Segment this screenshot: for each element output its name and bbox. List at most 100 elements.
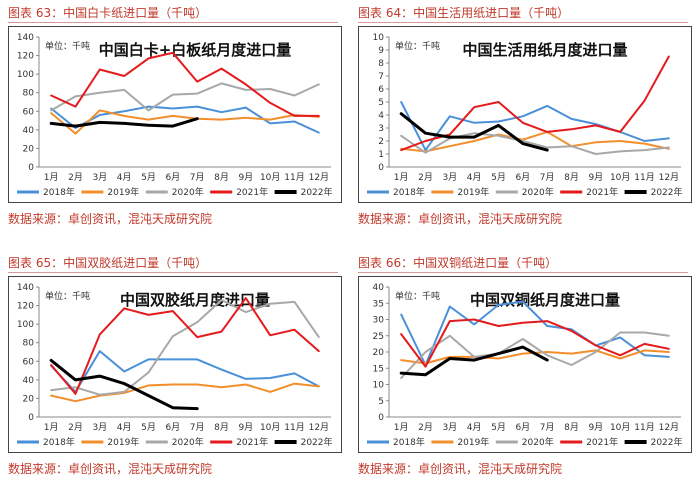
legend-label-2020: 2020年: [522, 186, 554, 198]
x-tick-label: 11月: [284, 422, 304, 433]
x-tick-label: 7月: [540, 172, 555, 183]
x-tick-label: 10月: [610, 172, 630, 183]
caption-divider: [358, 22, 688, 23]
y-tick-label: 40: [23, 376, 35, 386]
y-tick-label: 2: [378, 137, 384, 147]
series-line-2019: [50, 382, 320, 403]
legend-label-2021: 2021年: [586, 436, 618, 448]
y-tick-label: 3: [378, 124, 384, 134]
x-tick-label: 6月: [165, 422, 180, 433]
series-line-2019: [50, 109, 320, 135]
chart-frame: 0 5 10 15 20 25 30 35 40 1月 2月 3月 4月 5月 6月 7月 8月 9月 10月 11月…: [358, 276, 692, 453]
x-tick-label: 6月: [165, 172, 180, 183]
x-tick-label: 6月: [515, 422, 530, 433]
x-tick-label: 2月: [418, 422, 433, 433]
x-tick-label: 9月: [588, 422, 603, 433]
line-chart-woodfree: 0 20 40 60 80 100 120 140 1月 2月 3月 4月 5月 6月 7月 8月 9月 10月 1…: [17, 283, 333, 448]
y-tick-label: 5: [378, 397, 384, 407]
legend-label-2022: 2022年: [301, 436, 333, 448]
y-tick-label: 4: [378, 111, 384, 121]
y-tick-label: 0: [28, 413, 34, 423]
x-tick-label: 3月: [92, 422, 107, 433]
x-tick-label: 1月: [394, 422, 409, 433]
x-tick-label: 8月: [564, 422, 579, 433]
legend-label-2020: 2020年: [172, 186, 204, 198]
x-tick-label: 10月: [260, 172, 280, 183]
y-tick-label: 30: [373, 316, 385, 326]
y-tick-label: 80: [23, 339, 35, 349]
series-line-2022: [399, 345, 549, 377]
x-tick-label: 7月: [190, 422, 205, 433]
chart-caption: 图表 64：中国生活用纸进口量（千吨）: [358, 6, 570, 20]
chart-title: 中国白卡+白板纸月度进口量: [99, 41, 292, 59]
y-tick-label: 20: [23, 144, 35, 154]
x-tick-label: 3月: [92, 172, 107, 183]
y-tick-label: 80: [23, 89, 35, 99]
y-tick-label: 15: [373, 364, 384, 374]
y-tick-label: 10: [373, 33, 385, 43]
y-tick-label: 35: [373, 299, 384, 309]
x-tick-label: 11月: [634, 172, 654, 183]
chart-caption: 图表 66：中国双铜纸进口量（千吨）: [358, 256, 558, 270]
y-tick-label: 8: [378, 59, 384, 69]
x-tick-label: 9月: [238, 422, 253, 433]
x-tick-label: 5月: [491, 172, 506, 183]
x-tick-label: 7月: [540, 422, 555, 433]
unit-label: 单位：千吨: [395, 290, 440, 302]
line-chart-white-board: 0 20 40 60 80 100 120 140 1月 2月 3月 4月 5月 6月 7月 8月 9月 10月 1…: [17, 33, 333, 198]
unit-label: 单位：千吨: [45, 40, 90, 52]
series-line-2020: [400, 331, 670, 379]
y-tick-label: 10: [373, 381, 385, 391]
series-line-2021: [50, 297, 320, 395]
legend-label-2022: 2022年: [651, 186, 683, 198]
x-tick-label: 12月: [659, 422, 679, 433]
source-note: 数据来源：卓创资讯，混沌天成研究院: [8, 462, 213, 476]
unit-label: 单位：千吨: [395, 40, 440, 52]
y-tick-label: 20: [373, 348, 385, 358]
x-tick-label: 4月: [467, 422, 482, 433]
line-chart-tissue: 0 1 2 3 4 5 6 7 8 9 10 1月 2月 3月 4月 5月 6月 7月 8月 9月 10月 11月 12月 单…: [367, 33, 683, 198]
x-tick-label: 4月: [117, 422, 132, 433]
x-tick-label: 1月: [44, 422, 59, 433]
source-note: 数据来源：卓创资讯，混沌天成研究院: [8, 212, 213, 226]
x-tick-label: 10月: [610, 422, 630, 433]
x-tick-label: 4月: [467, 172, 482, 183]
legend-label-2018: 2018年: [393, 186, 425, 198]
y-tick-label: 1: [378, 150, 384, 160]
x-tick-label: 2月: [418, 172, 433, 183]
x-tick-label: 6月: [515, 172, 530, 183]
y-tick-label: 20: [23, 394, 35, 404]
y-tick-label: 0: [378, 163, 384, 173]
x-tick-label: 12月: [309, 172, 329, 183]
x-tick-label: 7月: [190, 172, 205, 183]
x-tick-label: 1月: [44, 172, 59, 183]
x-tick-label: 5月: [491, 422, 506, 433]
chart-caption: 图表 63：中国白卡纸进口量（千吨）: [8, 6, 208, 20]
legend-label-2019: 2019年: [107, 436, 139, 448]
legend-label-2022: 2022年: [301, 186, 333, 198]
chart-caption: 图表 65：中国双胶纸进口量（千吨）: [8, 256, 208, 270]
x-tick-label: 12月: [659, 172, 679, 183]
caption-divider: [8, 22, 338, 23]
y-tick-label: 60: [23, 357, 35, 367]
y-tick-label: 40: [23, 126, 35, 136]
y-tick-label: 6: [378, 85, 384, 95]
x-tick-label: 5月: [141, 422, 156, 433]
x-tick-label: 9月: [588, 172, 603, 183]
legend-label-2021: 2021年: [236, 436, 268, 448]
y-tick-label: 9: [378, 46, 384, 56]
y-tick-label: 0: [378, 413, 384, 423]
unit-label: 单位：千吨: [45, 290, 90, 302]
x-tick-label: 11月: [634, 422, 654, 433]
series-line-2020: [50, 299, 320, 396]
series-line-2021: [50, 51, 320, 117]
source-note: 数据来源：卓创资讯，混沌天成研究院: [358, 212, 563, 226]
y-tick-label: 120: [17, 302, 34, 312]
series-line-2022: [49, 117, 199, 128]
y-tick-label: 120: [17, 52, 34, 62]
legend-label-2021: 2021年: [236, 186, 268, 198]
series-line-2022: [399, 112, 549, 152]
line-chart-coated: 0 5 10 15 20 25 30 35 40 1月 2月 3月 4月 5月 6月 7月 8月 9月 10月 11月…: [367, 283, 683, 448]
y-tick-label: 0: [28, 163, 34, 173]
x-tick-label: 5月: [141, 172, 156, 183]
